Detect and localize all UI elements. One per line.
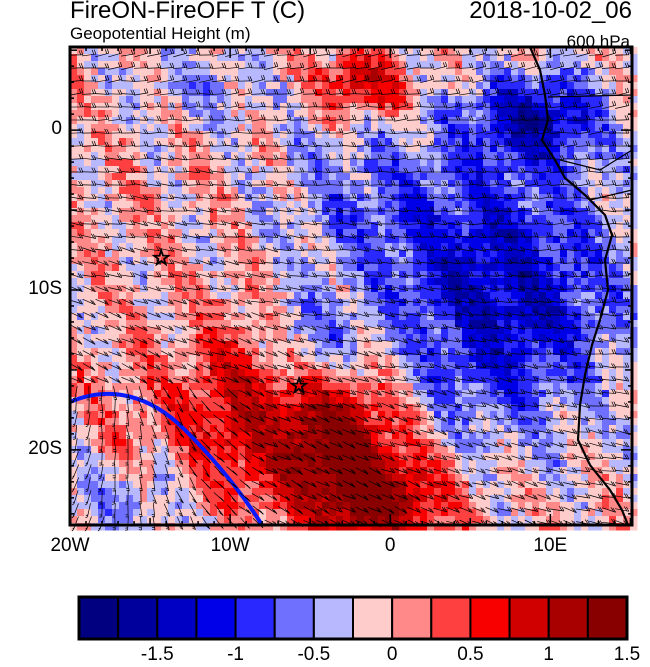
- colorbar-label: -1: [227, 644, 245, 665]
- colorbar-swatch: [117, 596, 159, 640]
- wind-barb: [86, 490, 92, 504]
- wind-barb: [72, 464, 80, 478]
- wind-barb: [101, 437, 103, 453]
- plot-title: FireON-FireOFF T (C): [70, 0, 306, 24]
- wind-barb: [87, 412, 91, 426]
- wind-barb: [75, 398, 77, 414]
- fire-location-star-icon: [289, 375, 309, 395]
- lat-tick-label: 0: [51, 118, 62, 140]
- colorbar-label: 0.5: [457, 644, 484, 665]
- wind-barb: [72, 477, 80, 491]
- wind-barb: [87, 503, 91, 517]
- plot-datetime: 2018-10-02_06: [469, 0, 632, 24]
- lon-tick-label: 20W: [50, 535, 90, 556]
- lon-tick-label: 0: [384, 535, 396, 556]
- lat-tick-label: 10S: [28, 277, 62, 299]
- river-border: [547, 94, 633, 201]
- colorbar-swatch: [312, 596, 355, 640]
- colorbar-swatch: [273, 596, 315, 640]
- wind-barb: [86, 464, 92, 478]
- wind-barb: [73, 490, 79, 504]
- colorbar-label: 0: [386, 644, 398, 665]
- colorbar-swatch: [547, 596, 589, 640]
- wind-barb: [73, 451, 79, 465]
- wind-barb: [100, 412, 104, 426]
- colorbar-swatch: [195, 596, 237, 640]
- colorbar-label: -1.5: [140, 644, 174, 665]
- wind-barb: [87, 425, 91, 439]
- colorbar: [77, 595, 629, 641]
- wind-barb: [114, 411, 116, 427]
- wind-barb: [86, 451, 92, 465]
- geopotential-contour: [69, 391, 264, 527]
- colorbar-swatch: [156, 596, 198, 640]
- wind-barb: [73, 503, 79, 517]
- wind-barb: [113, 450, 117, 466]
- lat-tick-label: 20S: [28, 437, 62, 459]
- colorbar-label: 1: [543, 644, 554, 665]
- colorbar-label: 1.5: [613, 644, 641, 665]
- colorbar-swatch: [469, 596, 511, 640]
- colorbar-swatch: [352, 596, 394, 640]
- wind-barb: [114, 398, 116, 414]
- plot-subtitle: Geopotential Height (m): [70, 24, 251, 43]
- wind-barb: [113, 489, 117, 505]
- wind-barb: [73, 516, 79, 530]
- colorbar-swatch: [430, 596, 472, 640]
- colorbar-label: -0.5: [297, 644, 331, 665]
- wind-barb: [100, 477, 104, 491]
- lon-tick-label: 10W: [210, 535, 250, 556]
- map-frame: [68, 45, 634, 527]
- wind-barb: [87, 477, 91, 491]
- wind-barb: [127, 515, 129, 531]
- colorbar-swatch: [234, 596, 276, 640]
- coastline: [528, 46, 630, 526]
- wind-barb: [74, 386, 78, 400]
- wind-barb: [100, 464, 104, 478]
- wind-barb: [86, 516, 92, 530]
- wind-barb: [100, 386, 104, 400]
- fire-location-star-icon: [151, 247, 171, 267]
- colorbar-swatch: [586, 596, 628, 640]
- colorbar-swatch: [78, 596, 120, 640]
- wind-barb: [74, 412, 78, 426]
- colorbar-swatch: [391, 596, 433, 640]
- wind-barb: [75, 424, 77, 440]
- lon-tick-label: 10E: [533, 535, 568, 556]
- colorbar-swatch: [508, 596, 550, 640]
